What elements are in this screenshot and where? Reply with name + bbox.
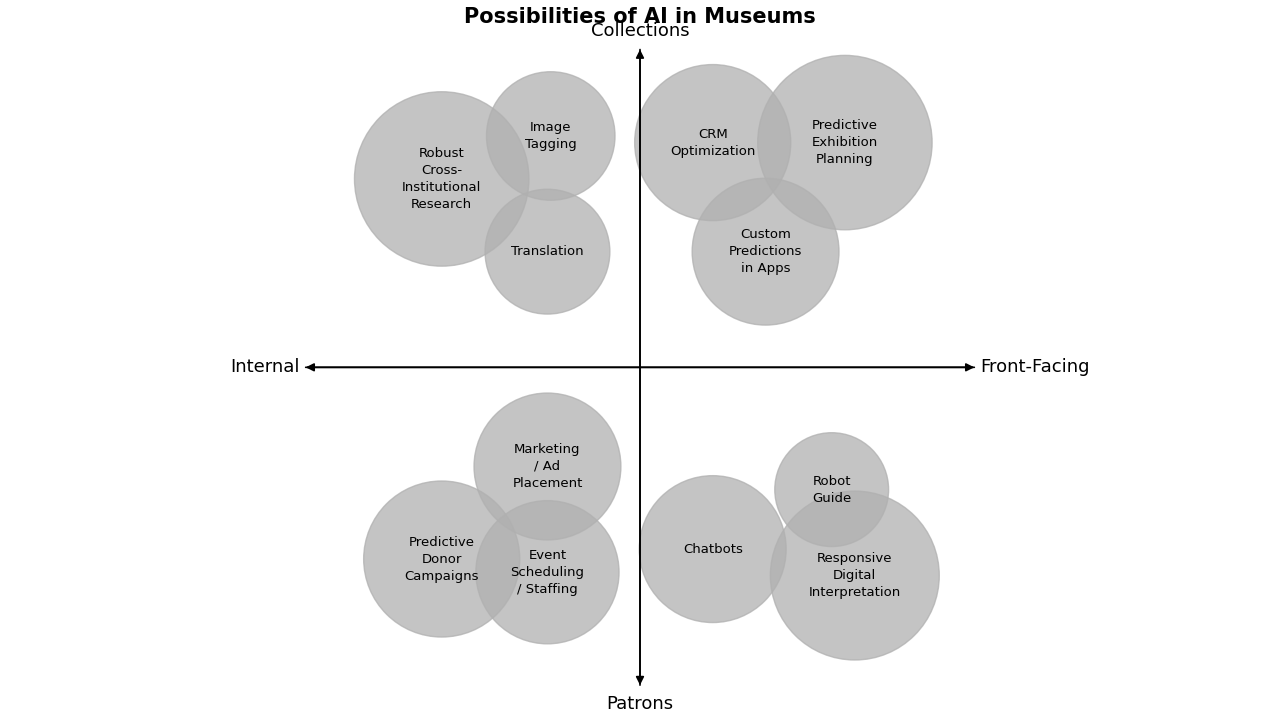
Circle shape <box>692 179 838 325</box>
Circle shape <box>758 55 932 230</box>
Text: Robust
Cross-
Institutional
Research: Robust Cross- Institutional Research <box>402 147 481 211</box>
Circle shape <box>635 65 791 220</box>
Text: Front-Facing: Front-Facing <box>980 359 1089 377</box>
Circle shape <box>476 500 620 644</box>
Text: Translation: Translation <box>511 245 584 258</box>
Circle shape <box>639 476 786 623</box>
Circle shape <box>364 481 520 637</box>
Text: Predictive
Exhibition
Planning: Predictive Exhibition Planning <box>812 119 878 166</box>
Title: Possibilities of AI in Museums: Possibilities of AI in Museums <box>465 7 815 27</box>
Text: Event
Scheduling
/ Staffing: Event Scheduling / Staffing <box>511 549 585 595</box>
Text: CRM
Optimization: CRM Optimization <box>669 127 755 158</box>
Text: Responsive
Digital
Interpretation: Responsive Digital Interpretation <box>809 552 901 599</box>
Text: Collections: Collections <box>590 22 690 40</box>
Circle shape <box>771 491 940 660</box>
Circle shape <box>355 91 529 266</box>
Text: Internal: Internal <box>230 359 300 377</box>
Circle shape <box>486 72 614 200</box>
Circle shape <box>774 433 888 546</box>
Text: Predictive
Donor
Campaigns: Predictive Donor Campaigns <box>404 536 479 582</box>
Text: Robot
Guide: Robot Guide <box>812 474 851 505</box>
Text: Chatbots: Chatbots <box>682 543 742 556</box>
Text: Marketing
/ Ad
Placement: Marketing / Ad Placement <box>512 443 582 490</box>
Text: Patrons: Patrons <box>607 695 673 713</box>
Circle shape <box>474 393 621 540</box>
Text: Custom
Predictions
in Apps: Custom Predictions in Apps <box>728 228 803 275</box>
Text: Image
Tagging: Image Tagging <box>525 121 577 151</box>
Circle shape <box>485 189 609 314</box>
